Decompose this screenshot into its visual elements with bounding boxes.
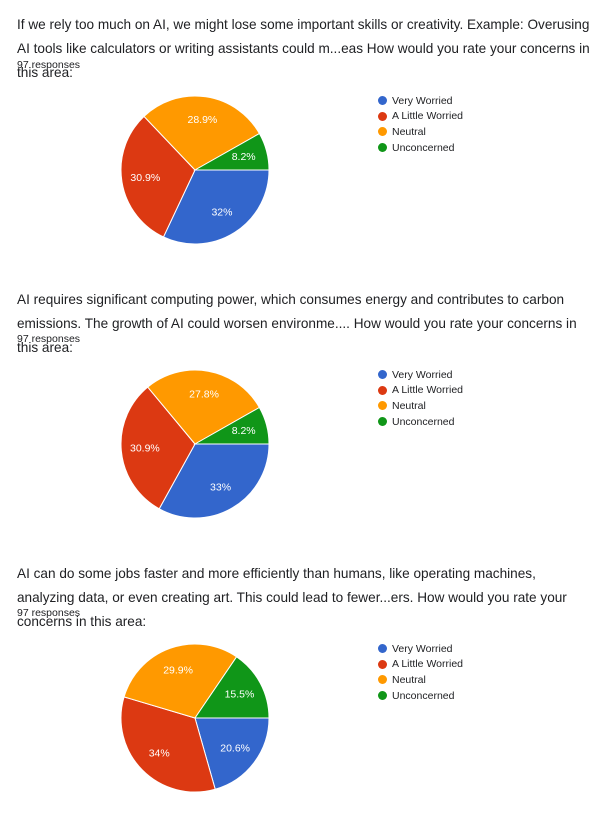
legend-label: A Little Worried bbox=[392, 110, 464, 123]
slice-a-little-worried bbox=[120, 696, 216, 793]
label-very-worried: 33% bbox=[210, 481, 231, 493]
question-title: AI can do some jobs faster and more effi… bbox=[17, 566, 567, 629]
slice-neutral bbox=[123, 643, 238, 719]
legend-item-a-little-worried: A Little Worried bbox=[378, 657, 463, 673]
pie-chart: 32% 30.9% 28.9% 8.2% bbox=[120, 95, 270, 245]
legend-label: Very Worried bbox=[392, 94, 453, 107]
legend-item-neutral: Neutral bbox=[378, 398, 463, 414]
response-count: 97 responses bbox=[17, 59, 81, 71]
label-a-little-worried: 34% bbox=[149, 747, 170, 759]
legend-label: A Little Worried bbox=[392, 658, 464, 671]
label-a-little-worried: 30.9% bbox=[130, 172, 160, 184]
legend-label: Very Worried bbox=[392, 368, 453, 381]
swatch-unconcerned bbox=[378, 691, 387, 701]
legend-label: Very Worried bbox=[392, 642, 453, 655]
slice-a-little-worried bbox=[120, 115, 196, 238]
slice-a-little-worried bbox=[120, 386, 196, 510]
response-count: 97 responses bbox=[17, 333, 81, 345]
label-neutral: 29.9% bbox=[163, 665, 193, 677]
swatch-very-worried bbox=[378, 644, 387, 654]
chart-legend: Very Worried A Little Worried Neutral Un… bbox=[378, 641, 463, 703]
slice-unconcerned bbox=[193, 406, 270, 445]
swatch-very-worried bbox=[378, 96, 387, 106]
swatch-neutral bbox=[378, 401, 387, 411]
legend-label: Unconcerned bbox=[392, 415, 455, 428]
slice-very-worried bbox=[162, 169, 270, 245]
question-title: AI requires significant computing power,… bbox=[17, 292, 577, 355]
label-neutral: 28.9% bbox=[188, 114, 218, 126]
label-neutral: 27.8% bbox=[189, 389, 219, 401]
slice-very-worried bbox=[158, 443, 270, 519]
legend-item-unconcerned: Unconcerned bbox=[378, 140, 463, 156]
chart-legend: Very Worried A Little Worried Neutral Un… bbox=[378, 367, 463, 429]
legend-label: Neutral bbox=[392, 125, 426, 138]
swatch-a-little-worried bbox=[378, 111, 387, 121]
slice-neutral bbox=[143, 95, 261, 171]
legend-item-neutral: Neutral bbox=[378, 124, 463, 140]
legend-label: A Little Worried bbox=[392, 384, 464, 397]
legend-label: Unconcerned bbox=[392, 689, 455, 702]
pie-chart: 20.6% 34% 29.9% 15.5% bbox=[120, 643, 270, 793]
legend-item-neutral: Neutral bbox=[378, 672, 463, 688]
legend-label: Neutral bbox=[392, 399, 426, 412]
label-very-worried: 20.6% bbox=[220, 742, 250, 754]
legend-item-very-worried: Very Worried bbox=[378, 367, 463, 383]
swatch-unconcerned bbox=[378, 143, 387, 153]
legend-item-unconcerned: Unconcerned bbox=[378, 688, 463, 704]
legend-item-a-little-worried: A Little Worried bbox=[378, 383, 463, 399]
label-unconcerned: 15.5% bbox=[225, 688, 255, 700]
legend-item-a-little-worried: A Little Worried bbox=[378, 109, 463, 125]
question-title: If we rely too much on AI, we might lose… bbox=[17, 17, 590, 80]
pie-chart: 33% 30.9% 27.8% 8.2% bbox=[120, 369, 270, 519]
chart-legend: Very Worried A Little Worried Neutral Un… bbox=[378, 93, 463, 155]
swatch-unconcerned bbox=[378, 417, 387, 427]
swatch-neutral bbox=[378, 675, 387, 685]
label-unconcerned: 8.2% bbox=[232, 425, 256, 437]
swatch-neutral bbox=[378, 127, 387, 137]
legend-label: Unconcerned bbox=[392, 141, 455, 154]
slice-unconcerned bbox=[194, 656, 270, 719]
swatch-a-little-worried bbox=[378, 659, 387, 669]
question-2: AI requires significant computing power,… bbox=[17, 292, 577, 519]
question-1: If we rely too much on AI, we might lose… bbox=[0, 0, 607, 274]
swatch-a-little-worried bbox=[378, 385, 387, 395]
legend-item-unconcerned: Unconcerned bbox=[378, 414, 463, 430]
swatch-very-worried bbox=[378, 370, 387, 380]
legend-item-very-worried: Very Worried bbox=[378, 93, 463, 109]
slice-very-worried bbox=[194, 717, 270, 790]
slice-unconcerned bbox=[193, 132, 270, 171]
slice-neutral bbox=[146, 369, 261, 445]
legend-label: Neutral bbox=[392, 673, 426, 686]
label-a-little-worried: 30.9% bbox=[130, 443, 160, 455]
label-very-worried: 32% bbox=[211, 206, 232, 218]
response-count: 97 responses bbox=[17, 607, 81, 619]
legend-item-very-worried: Very Worried bbox=[378, 641, 463, 657]
label-unconcerned: 8.2% bbox=[232, 151, 256, 163]
